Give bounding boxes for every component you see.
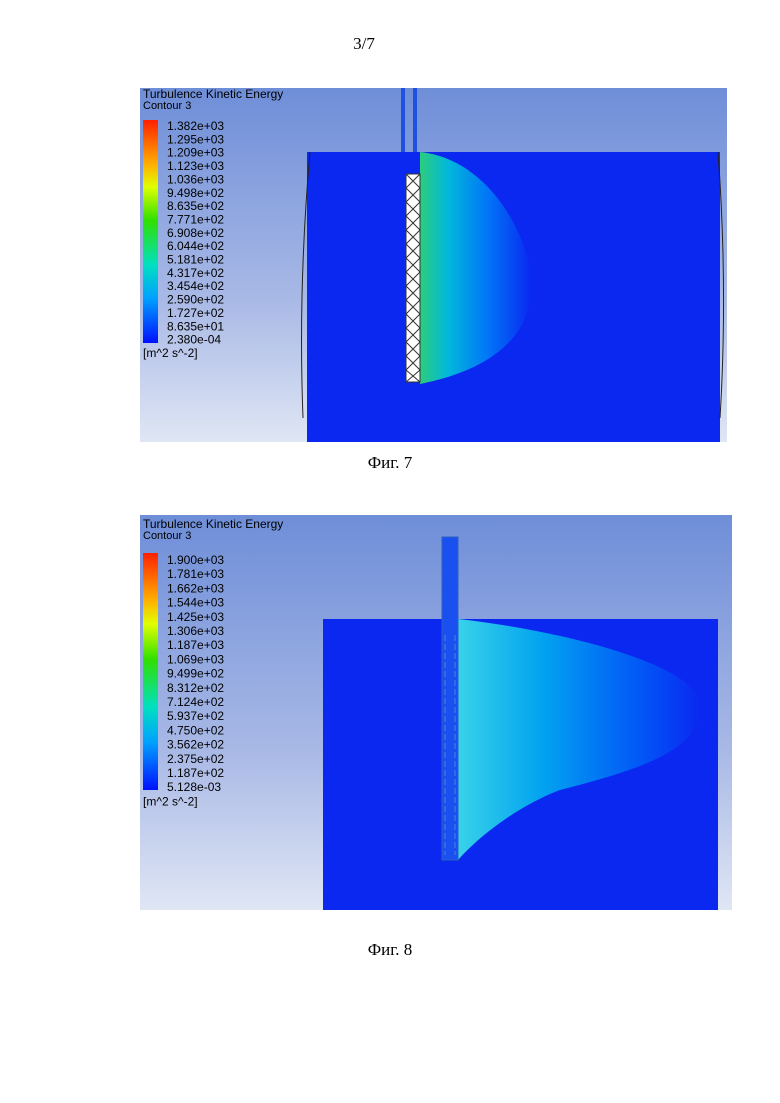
figure-image: Turbulence Kinetic Energy Contour 3 1.38… bbox=[140, 88, 727, 442]
pipe bbox=[401, 88, 405, 152]
legend-label: 1.425e+03 bbox=[167, 610, 224, 624]
legend-label: 4.750e+02 bbox=[167, 723, 224, 737]
legend-label: 8.635e+02 bbox=[167, 199, 224, 213]
legend-label: 1.209e+03 bbox=[167, 146, 224, 160]
legend-label: 9.498e+02 bbox=[167, 186, 224, 200]
legend-label: 2.380e-04 bbox=[167, 333, 221, 347]
legend-label: 5.128e-03 bbox=[167, 780, 221, 794]
legend-label: 1.187e+02 bbox=[167, 766, 224, 780]
legend-label: 1.662e+03 bbox=[167, 581, 224, 595]
legend-label: 1.900e+03 bbox=[167, 553, 224, 567]
legend-label: 9.499e+02 bbox=[167, 667, 224, 681]
legend-label: 1.187e+03 bbox=[167, 638, 224, 652]
caption: Фиг. 8 bbox=[0, 940, 780, 960]
legend-label: 1.544e+03 bbox=[167, 596, 224, 610]
legend-label: 2.590e+02 bbox=[167, 293, 224, 307]
legend-label: 2.375e+02 bbox=[167, 752, 224, 766]
insert bbox=[406, 174, 420, 382]
color-bar bbox=[143, 120, 158, 343]
legend-subtitle: Contour 3 bbox=[143, 100, 191, 112]
legend-label: 5.937e+02 bbox=[167, 709, 224, 723]
legend-title: Turbulence Kinetic Energy bbox=[143, 517, 283, 531]
legend-label: 3.454e+02 bbox=[167, 279, 224, 293]
legend-label: 3.562e+02 bbox=[167, 738, 224, 752]
legend-label: 8.312e+02 bbox=[167, 681, 224, 695]
page: 3/7 Turbulence Kinetic Energy Contour 3 … bbox=[0, 0, 780, 1103]
page-number: 3/7 bbox=[0, 34, 754, 54]
legend-label: 1.123e+03 bbox=[167, 159, 224, 173]
pipe bbox=[413, 88, 417, 152]
legend-units: [m^2 s^-2] bbox=[143, 794, 198, 808]
legend-label: 7.771e+02 bbox=[167, 212, 224, 226]
legend-label: 1.382e+03 bbox=[167, 119, 224, 133]
legend-label: 5.181e+02 bbox=[167, 253, 224, 267]
color-bar bbox=[143, 553, 158, 790]
legend-label: 1.069e+03 bbox=[167, 652, 224, 666]
legend-subtitle: Contour 3 bbox=[143, 530, 191, 542]
figure-image: Turbulence Kinetic Energy Contour 3 1.90… bbox=[140, 515, 732, 910]
legend-label: 7.124e+02 bbox=[167, 695, 224, 709]
legend-label: 1.295e+03 bbox=[167, 132, 224, 146]
legend-label: 1.727e+02 bbox=[167, 306, 224, 320]
pipe bbox=[442, 537, 458, 860]
legend-label: 6.908e+02 bbox=[167, 226, 224, 240]
caption: Фиг. 7 bbox=[0, 453, 780, 473]
legend-label: 1.781e+03 bbox=[167, 567, 224, 581]
legend-label: 1.306e+03 bbox=[167, 624, 224, 638]
legend-units: [m^2 s^-2] bbox=[143, 346, 198, 360]
legend-label: 8.635e+01 bbox=[167, 319, 224, 333]
legend-label: 4.317e+02 bbox=[167, 266, 224, 280]
legend-label: 6.044e+02 bbox=[167, 239, 224, 253]
legend-label: 1.036e+03 bbox=[167, 172, 224, 186]
